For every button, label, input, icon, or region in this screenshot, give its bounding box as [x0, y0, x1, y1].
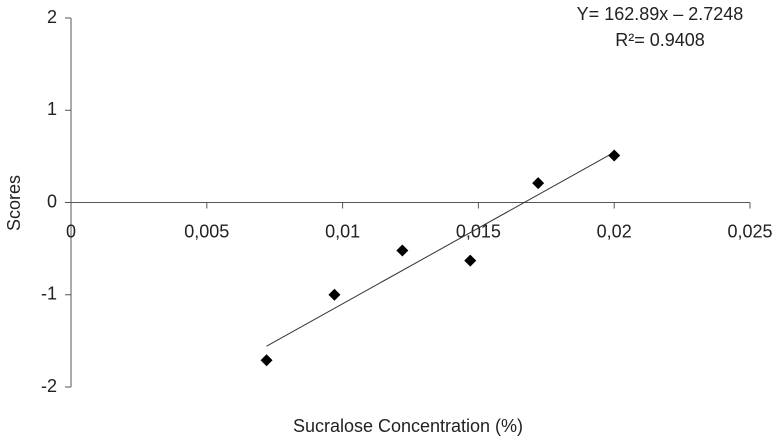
y-axis-label: Scores: [4, 175, 24, 231]
point: [328, 288, 341, 301]
y-tick-label: -1: [41, 284, 57, 304]
point: [396, 244, 409, 257]
y-tick-label: 1: [47, 99, 57, 119]
x-tick-label: 0: [66, 221, 76, 241]
x-tick-label: 0,02: [597, 221, 632, 241]
point: [532, 177, 545, 190]
point: [260, 354, 273, 367]
x-tick-label: 0,015: [456, 221, 501, 241]
y-tick-label: 2: [47, 7, 57, 27]
trend-line: [266, 151, 615, 347]
point: [608, 149, 621, 162]
y-tick-label: 0: [47, 191, 57, 211]
x-tick-label: 0,01: [325, 221, 360, 241]
x-tick-label: 0,005: [184, 221, 229, 241]
point: [464, 254, 477, 267]
x-axis-label: Sucralose Concentration (%): [293, 416, 523, 436]
y-tick-label: -2: [41, 376, 57, 396]
x-tick-label: 0,025: [727, 221, 772, 241]
r-squared: R²= 0.9408: [615, 30, 705, 50]
equation: Y= 162.89x – 2.7248: [577, 4, 744, 24]
